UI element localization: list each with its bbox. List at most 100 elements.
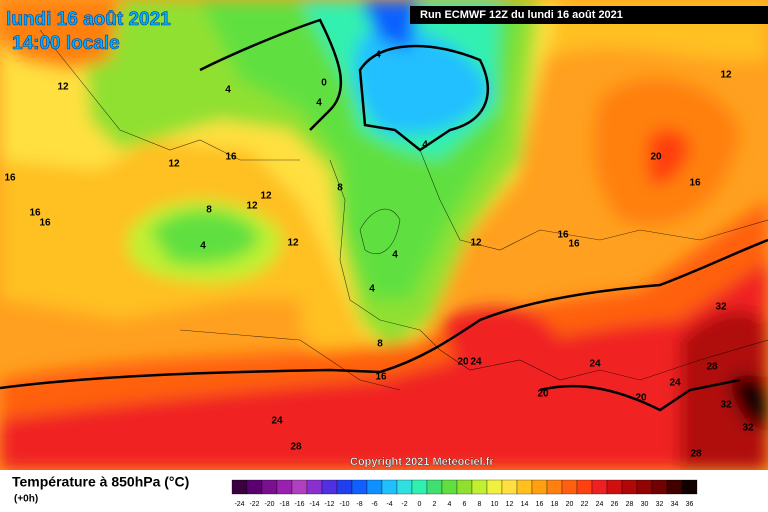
colorbar-tick-label: 32 — [656, 501, 664, 508]
colorbar-tick-label: 30 — [641, 501, 649, 508]
contour-label: 16 — [557, 230, 569, 241]
color-swatch — [426, 479, 443, 495]
colorbar: -24 -22 -20 -18 -16 -14 -12 -10 -8 -6 -4 -2 0 2 4 6 8 10 1… — [231, 479, 698, 508]
coastlines — [39, 29, 768, 391]
colorbar-tick-label: -2 — [401, 501, 407, 508]
contour-label: 12 — [470, 238, 482, 249]
contour-label: 12 — [246, 201, 258, 212]
contour-label: 16 — [29, 208, 41, 219]
color-swatch — [261, 479, 278, 495]
color-swatch — [621, 479, 638, 495]
colorbar-tick-label: -8 — [356, 501, 362, 508]
color-swatch — [471, 479, 488, 495]
contour-label: 24 — [589, 359, 601, 370]
colorbar-tick-label: -18 — [279, 501, 289, 508]
contour-label: 16 — [568, 239, 580, 250]
color-swatch — [321, 479, 338, 495]
contour-label: 20 — [537, 389, 549, 400]
color-swatch — [606, 479, 623, 495]
color-swatch — [546, 479, 563, 495]
legend-title: Température à 850hPa (°C) — [12, 474, 189, 490]
color-swatch — [681, 479, 698, 495]
colorbar-tick-label: 8 — [478, 501, 482, 508]
colorbar-tick-label: 16 — [536, 501, 544, 508]
color-swatch — [666, 479, 683, 495]
colorbar-tick-label: -24 — [234, 501, 244, 508]
contour-label: 8 — [377, 339, 383, 350]
contour-label: 12 — [57, 82, 69, 93]
color-swatch — [576, 479, 593, 495]
colorbar-tick-label: 26 — [611, 501, 619, 508]
color-swatch — [276, 479, 293, 495]
colorbar-tick-label: 4 — [448, 501, 452, 508]
contour-label: 20 — [457, 357, 469, 368]
colorbar-tick-label: 12 — [506, 501, 514, 508]
colorbar-tick-label: -20 — [264, 501, 274, 508]
contour-label: 24 — [669, 378, 681, 389]
colorbar-tick-label: 0 — [418, 501, 422, 508]
contour-label: 12 — [168, 159, 180, 170]
colorbar-tick-label: 10 — [491, 501, 499, 508]
contour-label: 16 — [689, 178, 701, 189]
contour-label: 32 — [720, 400, 732, 411]
legend-subtitle: (+0h) — [14, 494, 38, 505]
color-swatch — [411, 479, 428, 495]
colorbar-tick-label: 28 — [626, 501, 634, 508]
contour-label: 12 — [287, 238, 299, 249]
contour-label: 20 — [650, 152, 662, 163]
contour-label: 12 — [260, 191, 272, 202]
contour-label: 32 — [742, 423, 754, 434]
colorbar-tick-label: -6 — [371, 501, 377, 508]
forecast-time: 14:00 locale — [12, 33, 120, 54]
contour-label: 4 — [369, 284, 375, 295]
contour-label: 8 — [337, 183, 343, 194]
color-swatch — [561, 479, 578, 495]
color-swatch — [306, 479, 323, 495]
color-swatch — [651, 479, 668, 495]
contour-label: 16 — [4, 173, 16, 184]
color-swatch — [531, 479, 548, 495]
contour-label: 24 — [470, 357, 482, 368]
contour-label: 4 — [316, 98, 322, 109]
forecast-date: lundi 16 août 2021 — [6, 9, 171, 30]
contour-label: 4 — [200, 241, 206, 252]
color-swatch — [351, 479, 368, 495]
contour-label: 0 — [321, 78, 327, 89]
run-info: Run ECMWF 12Z du lundi 16 août 2021 — [420, 9, 623, 21]
contour-label: 4 — [225, 85, 231, 96]
color-swatch — [636, 479, 653, 495]
contour-label: 4 — [375, 50, 381, 61]
color-swatch — [516, 479, 533, 495]
colorbar-tick-label: 18 — [551, 501, 559, 508]
colorbar-tick-label: 22 — [581, 501, 589, 508]
color-swatch — [591, 479, 608, 495]
contour-label: 16 — [375, 372, 387, 383]
contour-label: 4 — [392, 250, 398, 261]
colorbar-tick-label: 34 — [671, 501, 679, 508]
color-swatch — [456, 479, 473, 495]
colorbar-tick-label: 2 — [433, 501, 437, 508]
color-swatch — [231, 479, 248, 495]
colorbar-tick-label: 36 — [686, 501, 694, 508]
contour-label: 28 — [706, 362, 718, 373]
map-field — [0, 0, 768, 470]
color-swatch — [336, 479, 353, 495]
color-swatch — [396, 479, 413, 495]
colorbar-tick-label: -12 — [324, 501, 334, 508]
colorbar-tick-label: -10 — [339, 501, 349, 508]
color-swatch — [486, 479, 503, 495]
contour-label: 20 — [635, 393, 647, 404]
contour-label: 28 — [290, 442, 302, 453]
color-swatch — [501, 479, 518, 495]
contour-label: 28 — [690, 449, 702, 460]
color-swatch — [381, 479, 398, 495]
run-banner — [410, 6, 768, 24]
colorbar-tick-label: 24 — [596, 501, 604, 508]
copyright: Copyright 2021 Meteociel.fr — [350, 456, 494, 468]
colorbar-tick-label: -14 — [309, 501, 319, 508]
colorbar-tick-label: 6 — [463, 501, 467, 508]
zero-and-twenty-isotherms — [0, 18, 768, 412]
colorbar-tick-label: 14 — [521, 501, 529, 508]
